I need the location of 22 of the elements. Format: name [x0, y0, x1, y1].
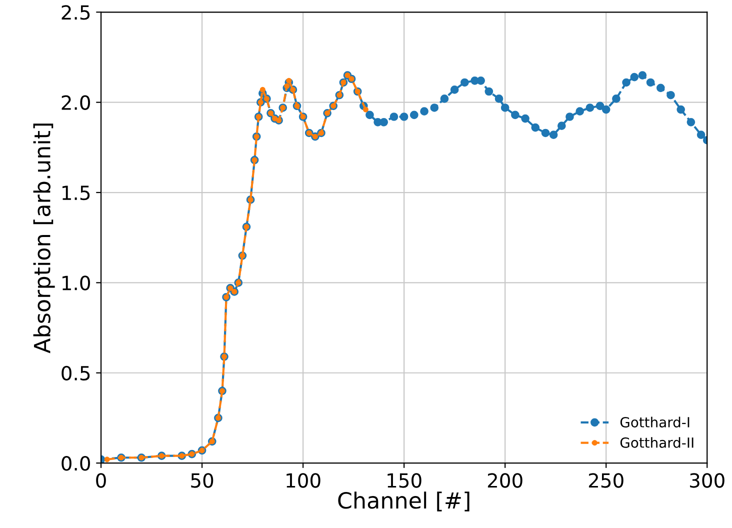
- y-tick-label: 1.5: [62, 186, 90, 200]
- y-axis-title: Absorption [arb.unit]: [33, 124, 55, 354]
- x-tick-label: 150: [388, 473, 422, 488]
- legend-label: Gotthard-I: [620, 416, 690, 428]
- point: [260, 86, 266, 92]
- y-tick-label: 2.5: [62, 5, 90, 20]
- x-axis-title: Channel [#]: [338, 492, 470, 512]
- x-tick-label: 0: [96, 473, 106, 488]
- point: [286, 78, 292, 84]
- y-tick-label: 2.0: [62, 95, 90, 110]
- point: [284, 83, 290, 89]
- x-tick-label: 100: [286, 473, 320, 488]
- x-tick-label: 200: [488, 473, 522, 488]
- y-tick-label: 1.0: [62, 276, 90, 290]
- legend-label: Gotthard-II: [620, 437, 694, 448]
- y-tick-label: 0.5: [62, 366, 90, 381]
- point: [104, 456, 110, 462]
- point: [362, 106, 368, 112]
- x-tick-label: 250: [588, 473, 624, 488]
- x-tick-label: 300: [690, 473, 724, 488]
- y-tick-label: 0.0: [62, 456, 90, 471]
- x-tick-label: 50: [191, 473, 214, 488]
